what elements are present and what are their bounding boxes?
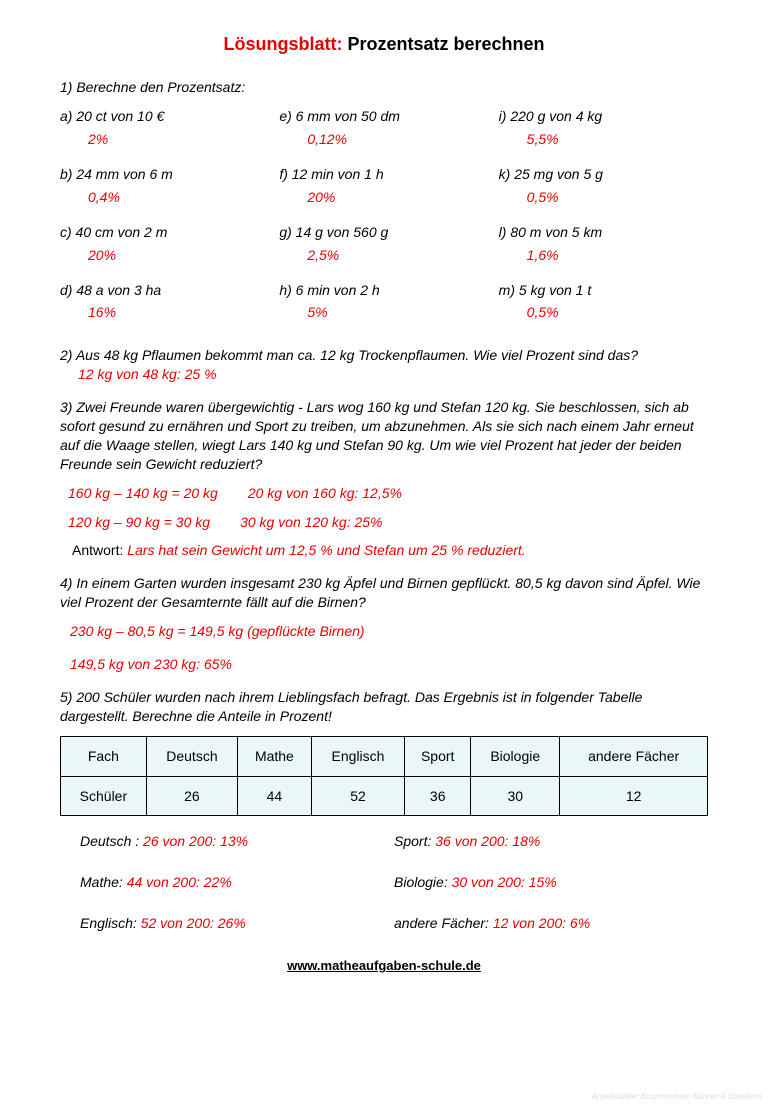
table-header: Fach — [61, 736, 147, 776]
table-header: Mathe — [238, 736, 312, 776]
result-item: Deutsch : 26 von 200: 13% — [80, 832, 394, 851]
q1-prompt: 1) Berechne den Prozentsatz: — [60, 78, 708, 97]
title-red: Lösungsblatt: — [223, 34, 342, 54]
q5-prompt: 5) 200 Schüler wurden nach ihrem Lieblin… — [60, 688, 708, 726]
q1-grid: a) 20 ct von 10 €2% e) 6 mm von 50 dm0,1… — [60, 107, 708, 338]
table-header: Biologie — [471, 736, 560, 776]
q4-calc-2: 149,5 kg von 230 kg: 65% — [70, 655, 708, 674]
q1-item: f) 12 min von 1 h20% — [279, 165, 488, 219]
title-black: Prozentsatz berechnen — [347, 34, 544, 54]
result-item: Biologie: 30 von 200: 15% — [394, 873, 708, 892]
worksheet-page: Lösungsblatt: Prozentsatz berechnen 1) B… — [0, 0, 768, 995]
q3-calc-2: 120 kg – 90 kg = 30 kg 30 kg von 120 kg:… — [68, 513, 708, 532]
table-header: Deutsch — [146, 736, 237, 776]
q1-item: k) 25 mg von 5 g0,5% — [499, 165, 708, 219]
footer-url: www.matheaufgaben-schule.de — [60, 957, 708, 975]
table-cell: 12 — [560, 776, 708, 816]
q3-block: 3) Zwei Freunde waren übergewichtig - La… — [60, 398, 708, 560]
q5-results: Deutsch : 26 von 200: 13% Sport: 36 von … — [80, 832, 708, 933]
table-row: Schüler 26 44 52 36 30 12 — [61, 776, 708, 816]
q2-answer: 12 kg von 48 kg: 25 % — [78, 365, 708, 384]
table-cell: 44 — [238, 776, 312, 816]
table-cell: 36 — [405, 776, 471, 816]
q1-item: e) 6 mm von 50 dm0,12% — [279, 107, 488, 161]
q1-item: h) 6 min von 2 h5% — [279, 281, 488, 335]
q5-table: Fach Deutsch Mathe Englisch Sport Biolog… — [60, 736, 708, 817]
result-item: Englisch: 52 von 200: 26% — [80, 914, 394, 933]
table-header: andere Fächer — [560, 736, 708, 776]
table-cell: Schüler — [61, 776, 147, 816]
result-item: Sport: 36 von 200: 18% — [394, 832, 708, 851]
q1-item: l) 80 m von 5 km1,6% — [499, 223, 708, 277]
table-header: Englisch — [311, 736, 405, 776]
table-header: Sport — [405, 736, 471, 776]
q2-prompt: 2) Aus 48 kg Pflaumen bekommt man ca. 12… — [60, 346, 708, 365]
q4-calc-1: 230 kg – 80,5 kg = 149,5 kg (gepflückte … — [70, 622, 708, 641]
q3-prompt: 3) Zwei Freunde waren übergewichtig - La… — [60, 398, 708, 474]
q2-block: 2) Aus 48 kg Pflaumen bekommt man ca. 12… — [60, 346, 708, 384]
q1-item: g) 14 g von 560 g2,5% — [279, 223, 488, 277]
table-cell: 26 — [146, 776, 237, 816]
q1-item: m) 5 kg von 1 t0,5% — [499, 281, 708, 335]
q5-block: 5) 200 Schüler wurden nach ihrem Lieblin… — [60, 688, 708, 933]
q3-antwort: Antwort: Lars hat sein Gewicht um 12,5 %… — [72, 541, 708, 560]
result-item: andere Fächer: 12 von 200: 6% — [394, 914, 708, 933]
q3-calc-1: 160 kg – 140 kg = 20 kg 20 kg von 160 kg… — [68, 484, 708, 503]
q4-prompt: 4) In einem Garten wurden insgesamt 230 … — [60, 574, 708, 612]
q4-block: 4) In einem Garten wurden insgesamt 230 … — [60, 574, 708, 674]
q1-item: c) 40 cm von 2 m20% — [60, 223, 269, 277]
q1-item: b) 24 mm von 6 m0,4% — [60, 165, 269, 219]
table-cell: 30 — [471, 776, 560, 816]
q1-item: i) 220 g von 4 kg5,5% — [499, 107, 708, 161]
page-title: Lösungsblatt: Prozentsatz berechnen — [60, 32, 708, 56]
table-cell: 52 — [311, 776, 405, 816]
watermark-text: Arbeitsblätter Bruchrechnen Kürzen & Erw… — [592, 1092, 762, 1101]
q1-item: a) 20 ct von 10 €2% — [60, 107, 269, 161]
q1-item: d) 48 a von 3 ha16% — [60, 281, 269, 335]
result-item: Mathe: 44 von 200: 22% — [80, 873, 394, 892]
table-header-row: Fach Deutsch Mathe Englisch Sport Biolog… — [61, 736, 708, 776]
